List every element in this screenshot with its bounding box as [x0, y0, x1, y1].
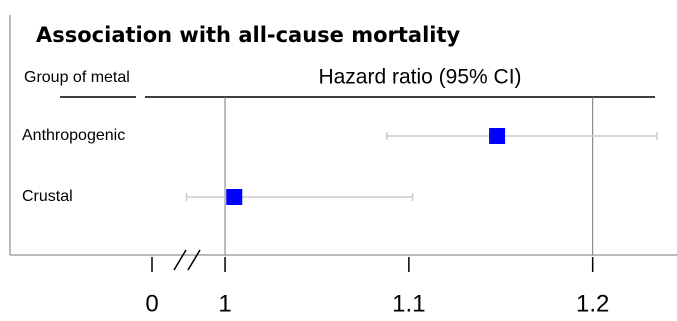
x-tick-label: 1.2 [576, 290, 609, 317]
x-tick-label: 0 [145, 290, 158, 317]
chart-title: Association with all-cause mortality [36, 23, 461, 47]
x-tick-label: 1.1 [392, 290, 425, 317]
category-label: Anthropogenic [22, 127, 125, 144]
axis-break [173, 249, 201, 271]
category-label: Crustal [22, 188, 73, 205]
x-axis-label: Hazard ratio (95% CI) [318, 66, 521, 89]
x-tick-label: 1 [218, 290, 231, 317]
point-estimate [489, 128, 506, 144]
point-estimate [226, 189, 243, 205]
column-header: Group of metal [24, 69, 130, 86]
